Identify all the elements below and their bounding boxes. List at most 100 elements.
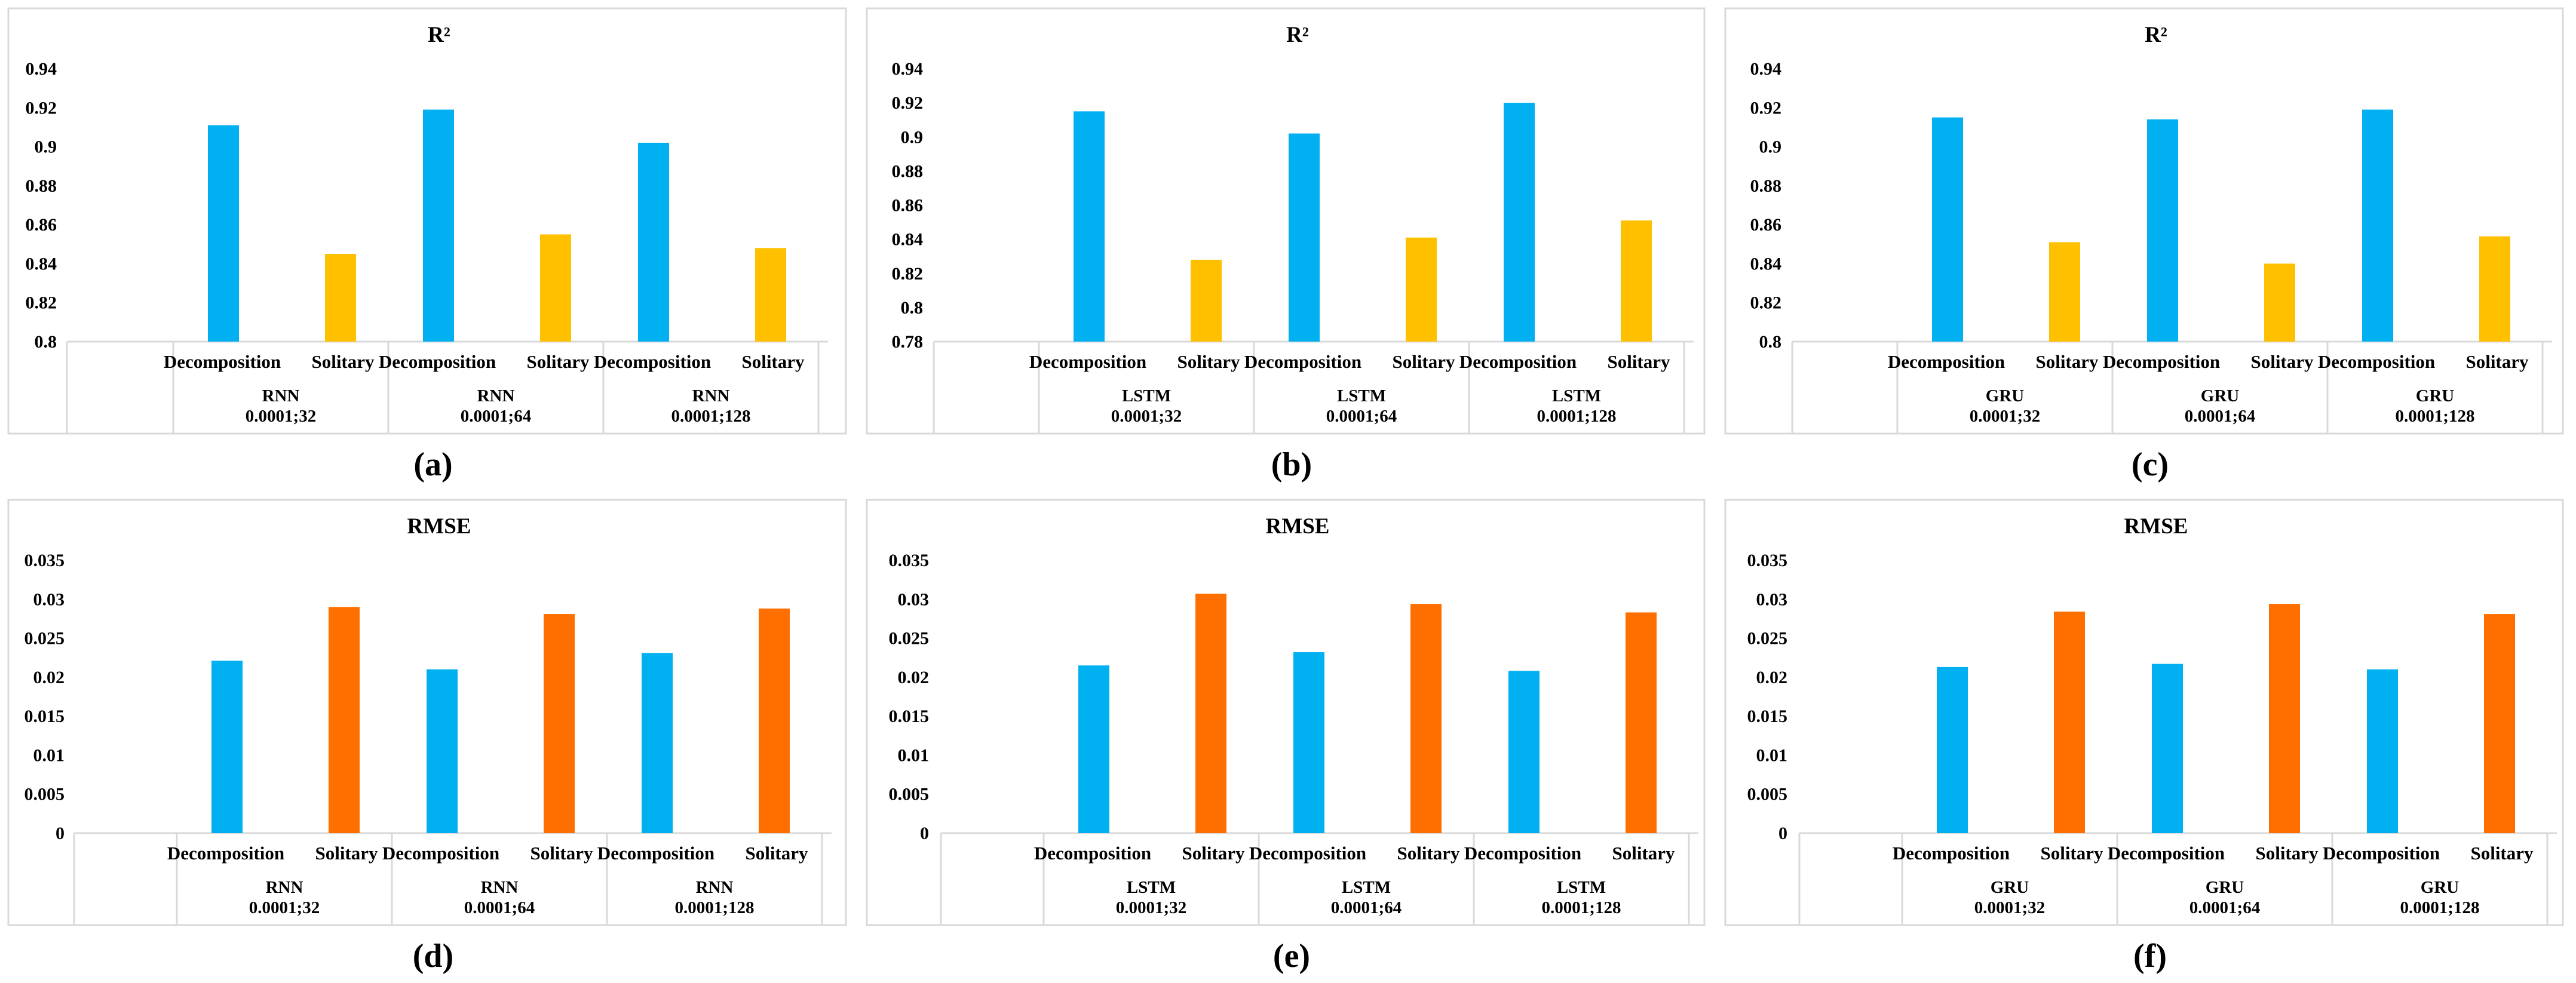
category-label: Solitary xyxy=(2040,843,2103,864)
group-param-label: 0.0001;32 xyxy=(1111,407,1182,426)
category-label: Decomposition xyxy=(1244,351,1361,372)
chart-frame xyxy=(866,7,1706,435)
y-tick-label: 0.005 xyxy=(1747,785,1788,804)
chart-svg-f: RMSE 0 0.005 0.01 0.015 0.02 0.025 0.03 0.035 Dec… xyxy=(1724,499,2564,926)
group-param-label: 0.0001;64 xyxy=(2189,898,2260,917)
bar-decomposition-0000132 xyxy=(1074,111,1105,342)
y-tick-label: 0.94 xyxy=(892,59,924,79)
panel-label: (c) xyxy=(2131,446,2169,483)
y-tick-label: 0.02 xyxy=(33,668,65,687)
category-label: Solitary xyxy=(1607,351,1670,372)
y-tick-label: 0.82 xyxy=(1750,293,1782,313)
category-label: Decomposition xyxy=(597,843,714,864)
chart-frame xyxy=(1724,499,2564,926)
group-model-label: LSTM xyxy=(1127,878,1176,897)
y-tick-label: 0.86 xyxy=(1750,215,1782,235)
panel-label: (d) xyxy=(412,938,454,975)
y-tick-label: 0.92 xyxy=(26,98,57,118)
bar-decomposition-0000132 xyxy=(1932,117,1963,342)
y-tick-label: 0.025 xyxy=(889,629,930,649)
y-tick-label: 0.03 xyxy=(33,589,65,609)
y-tick-label: 0.8 xyxy=(35,332,57,352)
y-tick-label: 0.84 xyxy=(1750,254,1782,274)
y-tick-label: 0.92 xyxy=(1750,98,1782,118)
category-label: Solitary xyxy=(1392,351,1455,372)
group-model-label: GRU xyxy=(2416,386,2455,406)
bar-decomposition-0000132 xyxy=(208,125,239,342)
group-param-label: 0.0001;64 xyxy=(1331,898,1402,917)
y-tick-label: 0.025 xyxy=(24,629,65,649)
bar-decomposition-0000132 xyxy=(211,661,243,833)
bar-solitary-00001128 xyxy=(2479,236,2510,342)
bar-decomposition-00001128 xyxy=(1508,671,1540,833)
y-tick-label: 0.005 xyxy=(889,785,930,804)
y-tick-label: 0.86 xyxy=(892,196,924,216)
category-label: Decomposition xyxy=(1249,843,1366,864)
bar-solitary-00001128 xyxy=(2484,614,2515,833)
y-tick-label: 0.94 xyxy=(26,59,57,79)
bar-decomposition-0000164 xyxy=(427,669,458,833)
y-tick-label: 0.03 xyxy=(898,589,930,609)
y-tick-label: 0.035 xyxy=(24,551,65,570)
y-tick-label: 0.8 xyxy=(901,298,924,318)
group-model-label: RNN xyxy=(477,386,515,406)
bar-solitary-0000164 xyxy=(1410,604,1442,833)
group-param-label: 0.0001;32 xyxy=(246,407,316,426)
bar-solitary-0000132 xyxy=(2054,612,2085,833)
chart-svg-e: RMSE 0 0.005 0.01 0.015 0.02 0.025 0.03 0.035 Dec… xyxy=(866,499,1706,926)
y-tick-label: 0.88 xyxy=(26,176,57,196)
category-label: Decomposition xyxy=(1893,843,2010,864)
bar-solitary-00001128 xyxy=(1621,220,1652,342)
group-param-label: 0.0001;128 xyxy=(675,898,755,917)
y-tick-label: 0.88 xyxy=(1750,176,1782,196)
chart-panel-d: RMSE 0 0.005 0.01 0.015 0.02 0.025 0.03 0.035 Dec… xyxy=(0,492,858,983)
category-label: Decomposition xyxy=(2318,351,2435,372)
y-tick-label: 0.78 xyxy=(892,332,924,352)
chart-svg-a: R² 0.8 0.82 0.84 0.86 0.88 0.9 0.92 0.94 Decompos… xyxy=(7,7,847,435)
group-model-label: GRU xyxy=(2421,878,2460,897)
group-model-label: LSTM xyxy=(1552,386,1601,406)
bar-decomposition-00001128 xyxy=(2367,669,2398,833)
bar-solitary-0000164 xyxy=(544,614,575,833)
category-label: Decomposition xyxy=(164,351,281,372)
y-tick-label: 0.9 xyxy=(1759,137,1782,157)
group-param-label: 0.0001;128 xyxy=(671,407,751,426)
chart-frame xyxy=(866,499,1706,926)
y-tick-label: 0 xyxy=(920,824,929,843)
group-param-label: 0.0001;64 xyxy=(1326,407,1397,426)
group-model-label: RNN xyxy=(262,386,300,406)
bar-solitary-0000132 xyxy=(2049,242,2080,342)
bar-solitary-0000132 xyxy=(1195,594,1226,833)
bar-solitary-0000164 xyxy=(540,234,571,342)
chart-title: R² xyxy=(1286,23,1309,47)
bar-solitary-0000164 xyxy=(1406,237,1437,342)
group-param-label: 0.0001;64 xyxy=(461,407,531,426)
group-model-label: LSTM xyxy=(1122,386,1171,406)
chart-title: RMSE xyxy=(407,514,471,539)
group-model-label: LSTM xyxy=(1337,386,1386,406)
category-label: Solitary xyxy=(1612,843,1675,864)
group-param-label: 0.0001;128 xyxy=(1542,898,1621,917)
y-tick-label: 0.82 xyxy=(26,293,57,313)
category-label: Solitary xyxy=(1177,351,1240,372)
category-label: Decomposition xyxy=(2103,351,2220,372)
bar-decomposition-0000164 xyxy=(2147,119,2178,342)
bar-solitary-00001128 xyxy=(1626,612,1657,833)
bar-solitary-0000164 xyxy=(2269,604,2300,833)
bar-decomposition-0000132 xyxy=(1078,665,1109,833)
bar-solitary-00001128 xyxy=(759,608,790,833)
bar-decomposition-00001128 xyxy=(2362,109,2393,342)
y-tick-label: 0.01 xyxy=(1756,745,1788,765)
bar-decomposition-0000164 xyxy=(1289,133,1320,342)
y-tick-label: 0.01 xyxy=(33,745,65,765)
bar-solitary-0000164 xyxy=(2264,263,2295,342)
category-label: Decomposition xyxy=(379,351,496,372)
y-tick-label: 0.035 xyxy=(1747,551,1788,570)
group-model-label: LSTM xyxy=(1557,878,1606,897)
category-label: Solitary xyxy=(2035,351,2099,372)
y-tick-label: 0.88 xyxy=(892,161,924,181)
chart-svg-d: RMSE 0 0.005 0.01 0.015 0.02 0.025 0.03 0.035 Dec… xyxy=(7,499,847,926)
bar-solitary-0000132 xyxy=(325,254,356,342)
chart-title: RMSE xyxy=(1266,514,1330,539)
category-label: Decomposition xyxy=(1029,351,1146,372)
